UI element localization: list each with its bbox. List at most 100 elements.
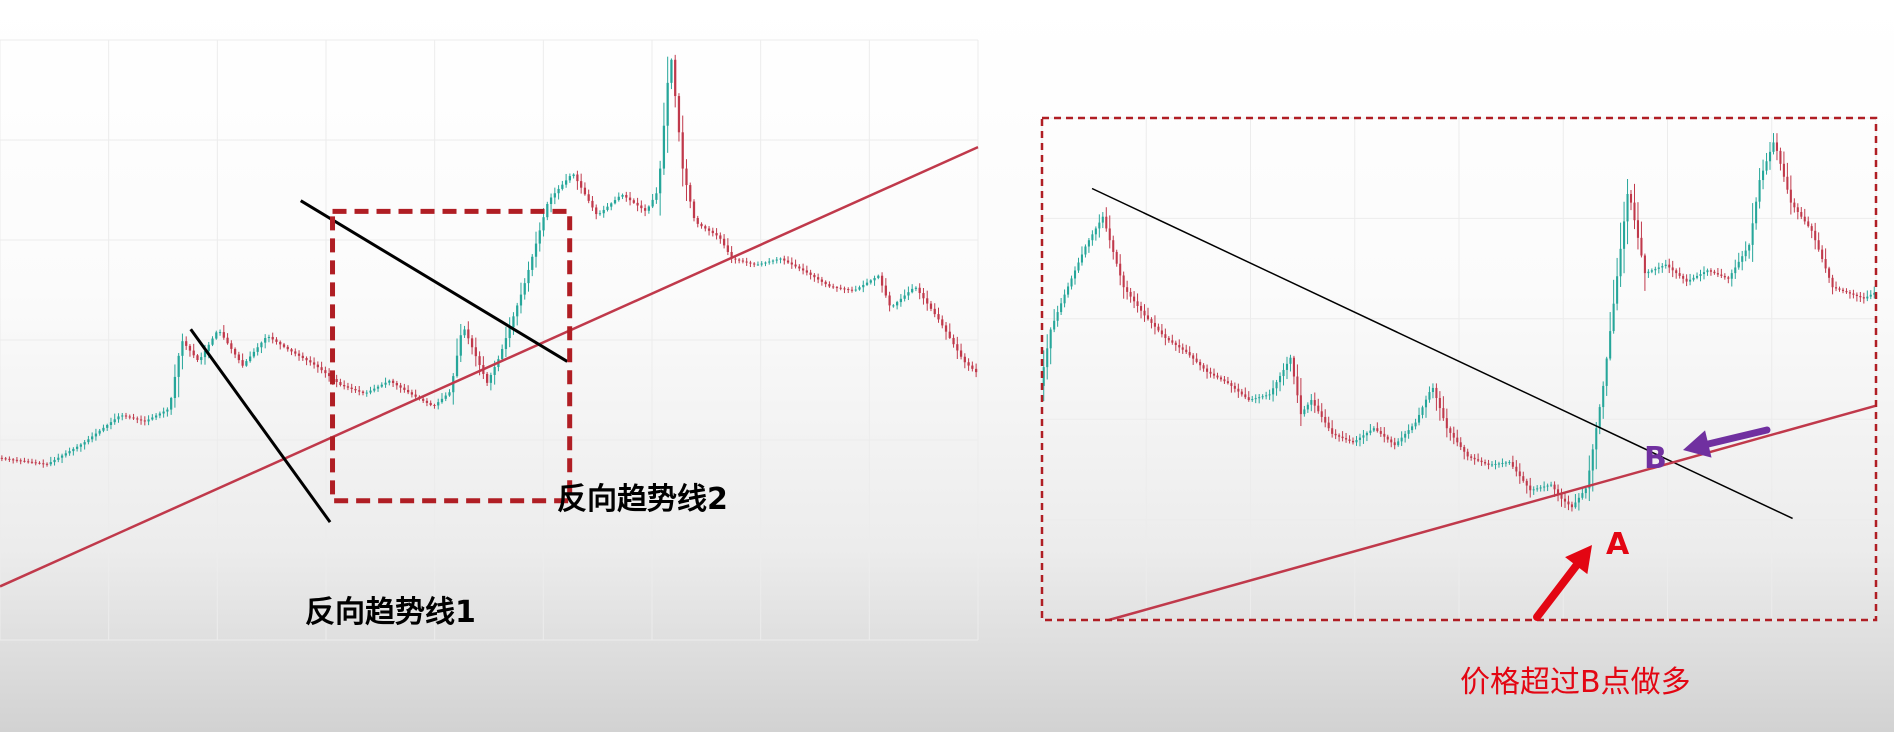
candle-body [1490, 464, 1494, 466]
red-arrow-shaft [1533, 561, 1581, 621]
candle-body [704, 226, 707, 229]
candle-body [670, 59, 673, 83]
candle-body [1223, 379, 1226, 382]
candle-body [523, 283, 526, 295]
candle-body [1185, 349, 1188, 353]
point-a-label: A [1606, 527, 1630, 562]
candle-body [1459, 442, 1462, 448]
candle-body [1584, 488, 1587, 494]
candle-body [963, 356, 966, 363]
candle-body [659, 168, 662, 194]
left-chart-candles [0, 54, 978, 468]
candle-body [711, 230, 714, 234]
candle-body [1087, 240, 1090, 247]
candle-body [1404, 433, 1407, 438]
candle-body [1080, 254, 1084, 263]
candle-body [700, 223, 703, 227]
candle-body [1303, 409, 1306, 415]
candle-body [196, 355, 199, 361]
candle-body [1685, 278, 1688, 282]
candle-body [1862, 297, 1865, 299]
candle-body [1299, 395, 1302, 415]
candle-body [1431, 387, 1434, 393]
candle-body [1192, 355, 1195, 359]
candle-body [1407, 430, 1410, 434]
candle-body [1129, 291, 1132, 297]
candle-body [1146, 315, 1150, 320]
candle-body [1786, 176, 1789, 190]
candle-body [508, 327, 511, 339]
candle-body [595, 207, 598, 215]
candle-body [249, 356, 252, 362]
candle-body [1094, 228, 1097, 235]
candle-body [1661, 266, 1664, 268]
candle-body [1741, 256, 1744, 262]
candle-body [640, 205, 643, 209]
candle-body [628, 197, 632, 201]
trend-lines [0, 116, 1878, 622]
candle-body [1536, 488, 1539, 490]
candle-body [1553, 484, 1556, 490]
candle-body [722, 238, 726, 246]
candle-body [34, 462, 37, 464]
candle-body [768, 261, 771, 263]
candle-body [1101, 216, 1104, 223]
candle-body [1595, 428, 1598, 450]
candle-body [294, 351, 297, 354]
candle-body [1226, 381, 1229, 384]
candle-body [68, 451, 71, 454]
candle-body [1723, 275, 1726, 278]
candle-body [121, 415, 124, 417]
candle-body [4, 458, 7, 460]
candle-body [1372, 428, 1375, 431]
candle-body [1796, 207, 1799, 213]
candle-body [470, 338, 474, 348]
candle-body [30, 461, 34, 463]
candle-body [1275, 382, 1278, 389]
candle-body [192, 350, 195, 356]
candle-body [956, 344, 959, 351]
candle-body [1619, 248, 1622, 277]
candle-body [1466, 451, 1469, 457]
candle-body [1188, 352, 1191, 356]
candle-body [1570, 504, 1573, 508]
candle-body [252, 351, 256, 357]
candle-body [1272, 388, 1275, 395]
candle-body [1529, 485, 1532, 491]
candle-body [1178, 345, 1181, 348]
candle-body [1848, 292, 1851, 294]
candle-body [1042, 367, 1045, 386]
candle-body [1484, 462, 1487, 464]
candle-body [15, 459, 19, 461]
candle-body [19, 460, 22, 462]
candle-body [1626, 193, 1629, 222]
candle-body [1452, 432, 1455, 438]
candle-body [1671, 267, 1674, 271]
candle-body [1063, 294, 1066, 304]
candle-body [1602, 385, 1605, 408]
candle-body [53, 459, 56, 463]
candle-body [467, 329, 470, 339]
candle-body [922, 293, 925, 299]
candle-body [1254, 398, 1257, 400]
candle-body [843, 288, 846, 290]
candle-body [884, 285, 887, 296]
candle-body [320, 367, 323, 371]
purple-arrow-shaft [1704, 426, 1771, 448]
candle-body [1233, 385, 1236, 389]
candle-body [1518, 471, 1521, 477]
candle-body [282, 344, 286, 347]
candle-body [625, 194, 628, 198]
candle-body [1473, 457, 1476, 460]
candle-body [1212, 373, 1216, 376]
candle-body [23, 460, 26, 462]
candle-body [324, 370, 327, 374]
candle-body [685, 168, 688, 186]
candle-body [1727, 277, 1730, 279]
candle-body [1706, 270, 1709, 273]
candle-body [94, 433, 98, 437]
candle-body [1772, 142, 1775, 152]
candle-body [655, 193, 658, 200]
candle-body [730, 251, 733, 259]
candle-body [1320, 411, 1323, 417]
